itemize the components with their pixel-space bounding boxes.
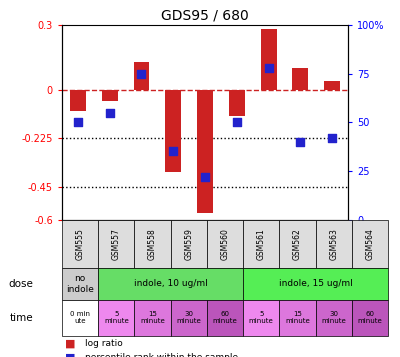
- Bar: [316, 300, 352, 336]
- Text: GSM559: GSM559: [184, 228, 193, 260]
- Point: [234, 120, 240, 125]
- Bar: [207, 300, 243, 336]
- Bar: [243, 220, 279, 268]
- Point: [75, 120, 81, 125]
- Bar: [134, 220, 171, 268]
- Text: log ratio: log ratio: [85, 339, 122, 348]
- Bar: [279, 300, 316, 336]
- Bar: [171, 220, 207, 268]
- Text: 5
minute: 5 minute: [249, 311, 274, 324]
- Text: GSM562: GSM562: [293, 228, 302, 260]
- Text: 0 min
ute: 0 min ute: [70, 311, 90, 324]
- Bar: [165, 90, 181, 172]
- Bar: [207, 220, 243, 268]
- Point: [265, 65, 272, 71]
- Text: 30
minute: 30 minute: [176, 311, 201, 324]
- Text: time: time: [9, 313, 33, 323]
- Bar: [102, 90, 118, 101]
- Text: ■: ■: [65, 353, 76, 357]
- Text: 5
minute: 5 minute: [104, 311, 129, 324]
- Text: percentile rank within the sample: percentile rank within the sample: [85, 353, 238, 357]
- Bar: [171, 300, 207, 336]
- Text: 15
minute: 15 minute: [140, 311, 165, 324]
- Bar: [324, 81, 340, 90]
- Text: GSM557: GSM557: [112, 228, 121, 260]
- Text: GSM560: GSM560: [220, 228, 230, 260]
- Text: no
indole: no indole: [66, 274, 94, 293]
- Bar: [352, 300, 388, 336]
- Text: 30
minute: 30 minute: [321, 311, 346, 324]
- Bar: [134, 300, 171, 336]
- Bar: [134, 62, 149, 90]
- Text: ■: ■: [65, 338, 76, 348]
- Title: GDS95 / 680: GDS95 / 680: [161, 9, 249, 22]
- Bar: [62, 300, 98, 336]
- Point: [329, 135, 335, 141]
- Bar: [261, 29, 276, 90]
- Bar: [62, 268, 98, 300]
- Bar: [62, 220, 98, 268]
- Text: dose: dose: [8, 279, 33, 289]
- Text: 60
minute: 60 minute: [213, 311, 237, 324]
- Text: 60
minute: 60 minute: [358, 311, 382, 324]
- Bar: [70, 90, 86, 111]
- Text: GSM561: GSM561: [257, 228, 266, 260]
- Bar: [243, 268, 388, 300]
- Bar: [316, 220, 352, 268]
- Text: GSM558: GSM558: [148, 228, 157, 260]
- Bar: [98, 268, 243, 300]
- Text: indole, 15 ug/ml: indole, 15 ug/ml: [279, 279, 352, 288]
- Bar: [98, 300, 134, 336]
- Point: [106, 110, 113, 115]
- Bar: [352, 220, 388, 268]
- Bar: [243, 300, 279, 336]
- Point: [297, 139, 304, 145]
- Text: GSM555: GSM555: [76, 228, 85, 260]
- Point: [138, 71, 145, 76]
- Text: indole, 10 ug/ml: indole, 10 ug/ml: [134, 279, 208, 288]
- Point: [202, 174, 208, 180]
- Text: GSM564: GSM564: [365, 228, 374, 260]
- Bar: [197, 90, 213, 213]
- Text: 15
minute: 15 minute: [285, 311, 310, 324]
- Bar: [292, 68, 308, 90]
- Bar: [98, 220, 134, 268]
- Point: [170, 149, 176, 154]
- Text: GSM563: GSM563: [329, 228, 338, 260]
- Bar: [279, 220, 316, 268]
- Bar: [229, 90, 245, 116]
